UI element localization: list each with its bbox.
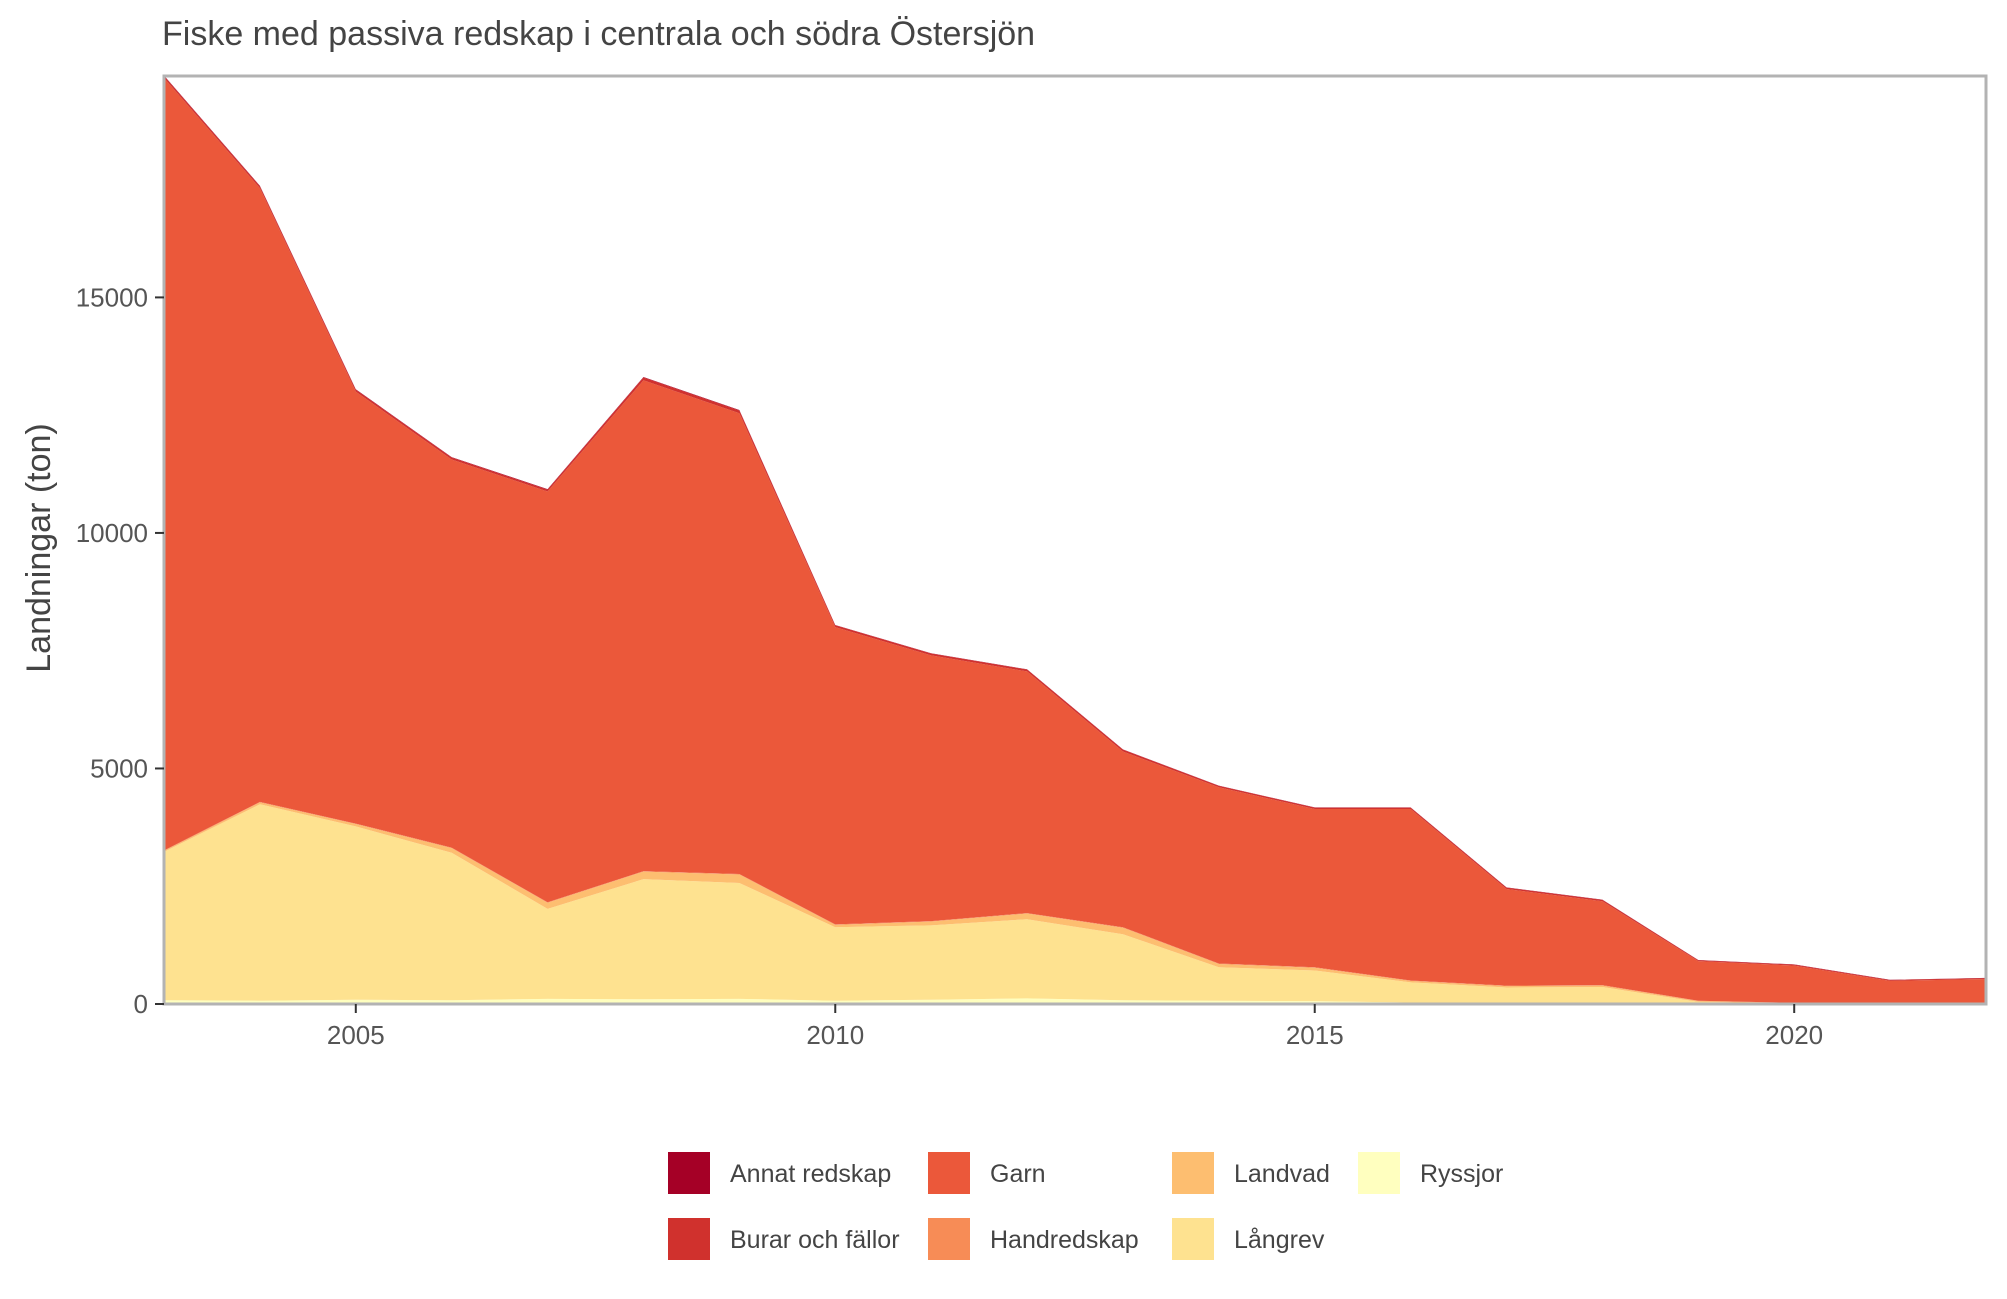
x-axis: 2005 2010 2015 2020 bbox=[327, 1004, 1823, 1050]
legend-swatch bbox=[928, 1152, 970, 1194]
legend-label: Burar och fällor bbox=[730, 1226, 900, 1254]
legend-label: Handredskap bbox=[990, 1226, 1139, 1254]
legend-label: Garn bbox=[990, 1160, 1046, 1188]
x-tick-label: 2005 bbox=[327, 1020, 385, 1050]
chart-title: Fiske med passiva redskap i centrala och… bbox=[162, 15, 1035, 53]
legend-item-garn: Garn bbox=[928, 1152, 1046, 1194]
legend-item-ryssjor: Ryssjor bbox=[1358, 1152, 1503, 1194]
x-tick-label: 2010 bbox=[806, 1020, 864, 1050]
y-tick-label: 15000 bbox=[76, 282, 148, 312]
legend-item-burar-och-fallor: Burar och fällor bbox=[668, 1218, 900, 1260]
legend: Annat redskap Burar och fällor Garn Handred… bbox=[668, 1152, 1503, 1260]
legend-swatch bbox=[1172, 1152, 1214, 1194]
legend-swatch bbox=[668, 1218, 710, 1260]
legend-label: Annat redskap bbox=[730, 1160, 891, 1188]
plot-border bbox=[162, 74, 1988, 1006]
y-tick-label: 0 bbox=[134, 989, 148, 1019]
y-tick-label: 5000 bbox=[90, 753, 148, 783]
legend-swatch bbox=[668, 1152, 710, 1194]
legend-label: Långrev bbox=[1234, 1226, 1325, 1254]
legend-swatch bbox=[928, 1218, 970, 1260]
area-garn bbox=[164, 77, 1986, 1004]
area-langrev bbox=[164, 804, 1986, 1004]
areas-layer bbox=[164, 75, 1986, 1004]
legend-label: Ryssjor bbox=[1420, 1160, 1503, 1188]
y-tick-label: 10000 bbox=[76, 518, 148, 548]
area-landvad bbox=[164, 802, 1986, 1004]
x-tick-label: 2015 bbox=[1286, 1020, 1344, 1050]
legend-swatch bbox=[1358, 1152, 1400, 1194]
legend-item-langrev: Långrev bbox=[1172, 1218, 1325, 1260]
legend-swatch bbox=[1172, 1218, 1214, 1260]
legend-item-handredskap: Handredskap bbox=[928, 1218, 1139, 1260]
legend-item-annat-redskap: Annat redskap bbox=[668, 1152, 891, 1194]
y-axis: 0 5000 10000 15000 bbox=[76, 282, 164, 1019]
legend-label: Landvad bbox=[1234, 1160, 1330, 1188]
y-axis-title: Landningar (ton) bbox=[20, 423, 58, 673]
x-tick-label: 2020 bbox=[1765, 1020, 1823, 1050]
legend-item-landvad: Landvad bbox=[1172, 1152, 1330, 1194]
